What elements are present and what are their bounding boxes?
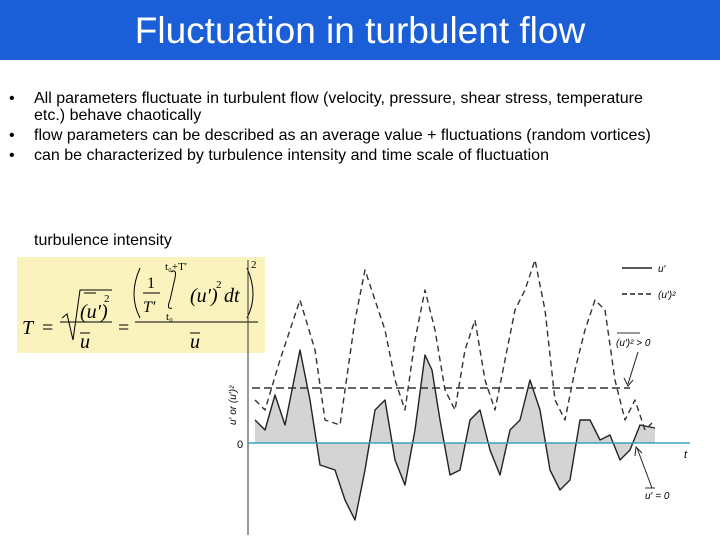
brackets — [133, 267, 254, 319]
title: Fluctuation in turbulent flow — [0, 0, 720, 60]
squared-curve — [254, 259, 656, 431]
formula-text: (u′) — [190, 285, 218, 307]
sqrt-sign — [61, 289, 112, 341]
formula-text: = — [118, 317, 129, 339]
arrow — [623, 351, 639, 387]
formula-text: = — [42, 317, 53, 339]
formula-box — [17, 257, 265, 353]
formula-text: 2 — [104, 293, 110, 305]
subheading: turbulence intensity — [34, 232, 172, 249]
formula-text: dt — [224, 285, 240, 307]
bullet: All parameters fluctuate in turbulent fl… — [9, 90, 674, 124]
formula-text: u — [80, 331, 90, 353]
formula-text: (u′) — [80, 301, 108, 323]
bullet: can be characterized by turbulence inten… — [9, 147, 674, 164]
fluctuation-curve — [254, 349, 656, 521]
formula-text: 2 — [251, 259, 257, 271]
x-axis-label: t — [684, 449, 688, 461]
legend-label: (u′)² — [658, 290, 676, 301]
arrow — [634, 445, 653, 489]
bullet: flow parameters can be described as an a… — [9, 127, 674, 144]
y-axis-label: u′ or (u′)² — [228, 385, 239, 425]
integral-sign — [167, 270, 176, 309]
legend-label: u′ — [658, 264, 667, 275]
formula-text: 2 — [216, 279, 222, 291]
formula-text: T′ — [143, 299, 156, 316]
annotation: u′ = 0 — [645, 491, 670, 502]
formula-text: t₀ — [166, 311, 173, 323]
annotation: (u′)² > 0 — [616, 338, 651, 349]
formula: T = (u′) 2 u = 1 T′ t₀+T′ t₀ (u′) 2 dt 2… — [22, 259, 258, 353]
shaded-area — [255, 350, 655, 520]
formula-text: t₀+T′ — [165, 261, 187, 273]
formula-text: T — [22, 317, 35, 339]
formula-text: u — [190, 331, 200, 353]
formula-text: 1 — [147, 275, 155, 292]
bullet-list: All parameters fluctuate in turbulent fl… — [0, 90, 674, 167]
axis-origin: 0 — [237, 439, 243, 451]
